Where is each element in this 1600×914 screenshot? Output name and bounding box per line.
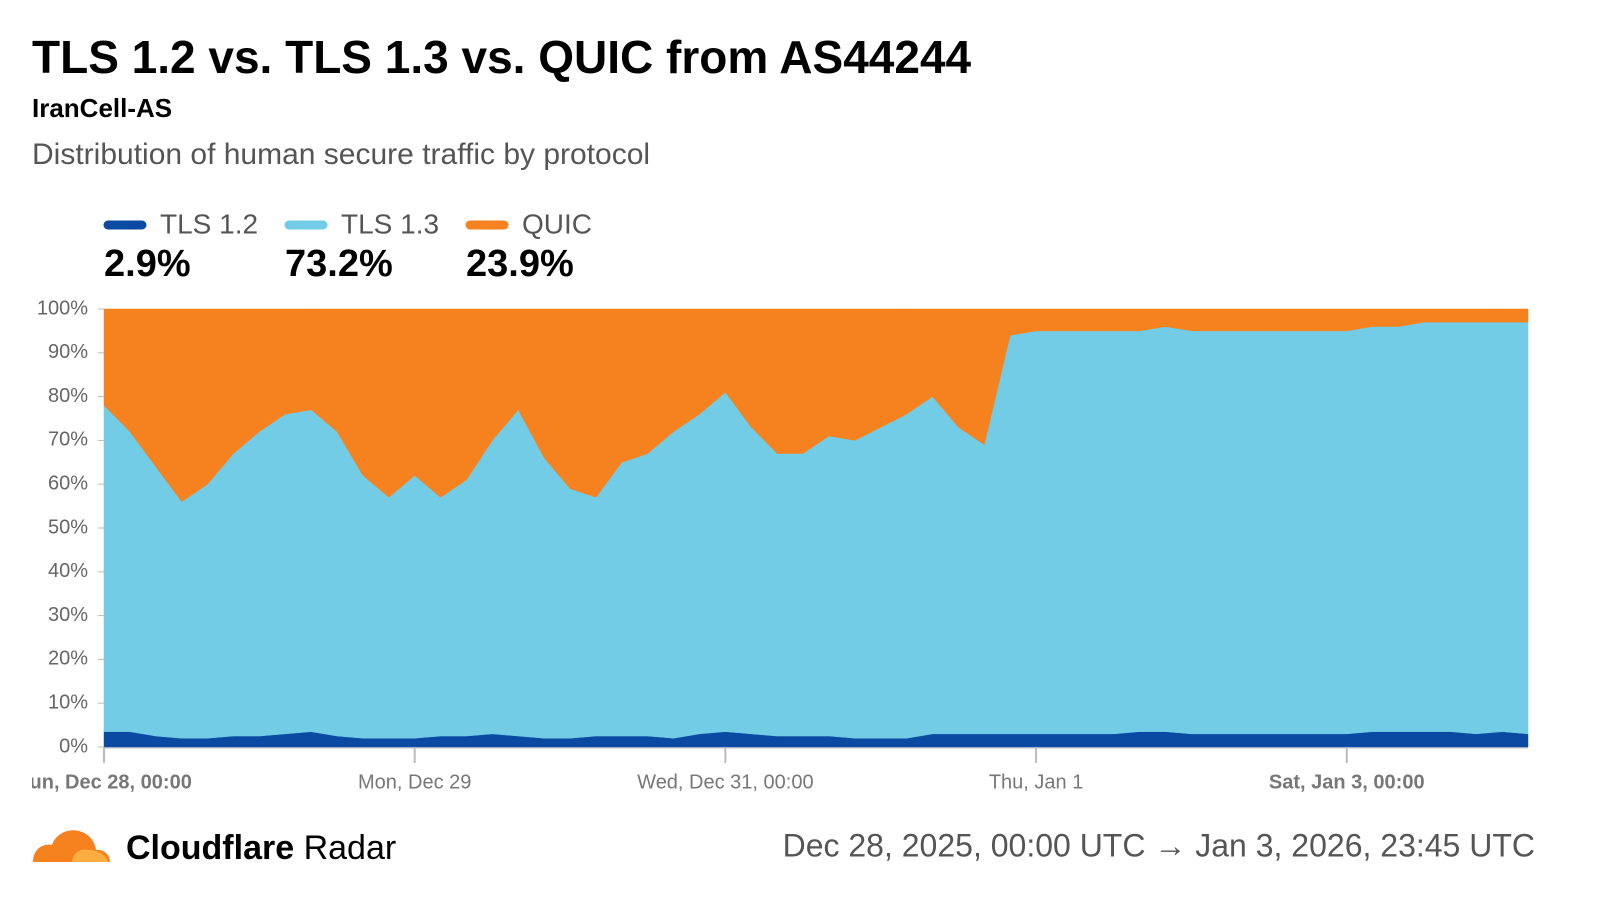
y-tick-label: 50% [48,516,88,538]
legend: TLS 1.2 2.9% TLS 1.3 73.2% QUIC 23.9% [103,208,592,285]
y-tick-label: 80% [48,385,88,407]
time-range: Dec 28, 2025, 00:00 UTC → Jan 3, 2026, 2… [783,827,1535,863]
chart-description: Distribution of human secure traffic by … [32,138,650,171]
x-tick-label: Thu, Jan 1 [989,771,1084,793]
legend-share: 23.9% [466,243,574,285]
y-tick-label: 100% [37,297,88,319]
chart-title: TLS 1.2 vs. TLS 1.3 vs. QUIC from AS4424… [32,31,972,83]
x-tick-label: Mon, Dec 29 [358,771,471,793]
brand: Cloudflare Radar [126,829,396,867]
legend-share: 73.2% [285,243,393,285]
y-tick-label: 90% [48,341,88,363]
x-tick-label: Wed, Dec 31, 00:00 [637,771,813,793]
chart-subtitle: IranCell-AS [32,93,172,123]
legend-share: 2.9% [104,243,191,285]
y-tick-label: 0% [59,735,88,757]
brand-name: Cloudflare [126,829,294,867]
y-tick-label: 60% [48,472,88,494]
legend-label: TLS 1.2 [160,208,258,239]
y-tick-label: 20% [48,648,88,670]
y-tick-label: 10% [48,691,88,713]
plot-area [103,308,1529,748]
x-tick-label: Sat, Jan 3, 00:00 [1269,771,1425,793]
area [103,308,1529,503]
legend-label: TLS 1.3 [341,208,439,239]
product-name: Radar [304,829,397,867]
y-tick-label: 70% [48,429,88,451]
y-tick-label: 40% [48,560,88,582]
x-tick-label: Sun, Dec 28, 00:00 [16,771,192,793]
footer-logo: Cloudflare Radar [33,829,396,867]
y-tick-label: 30% [48,604,88,626]
x-tick-labels: Sun, Dec 28, 00:00 Mon, Dec 29 Wed, Dec 31… [16,771,1425,793]
axes: 0% 10% 20% 30% 40% 50% 60% 70% 80% 90% 100% Sun, De… [16,297,1528,793]
legend-label: QUIC [522,208,592,239]
logo-cloud-light [72,849,108,862]
